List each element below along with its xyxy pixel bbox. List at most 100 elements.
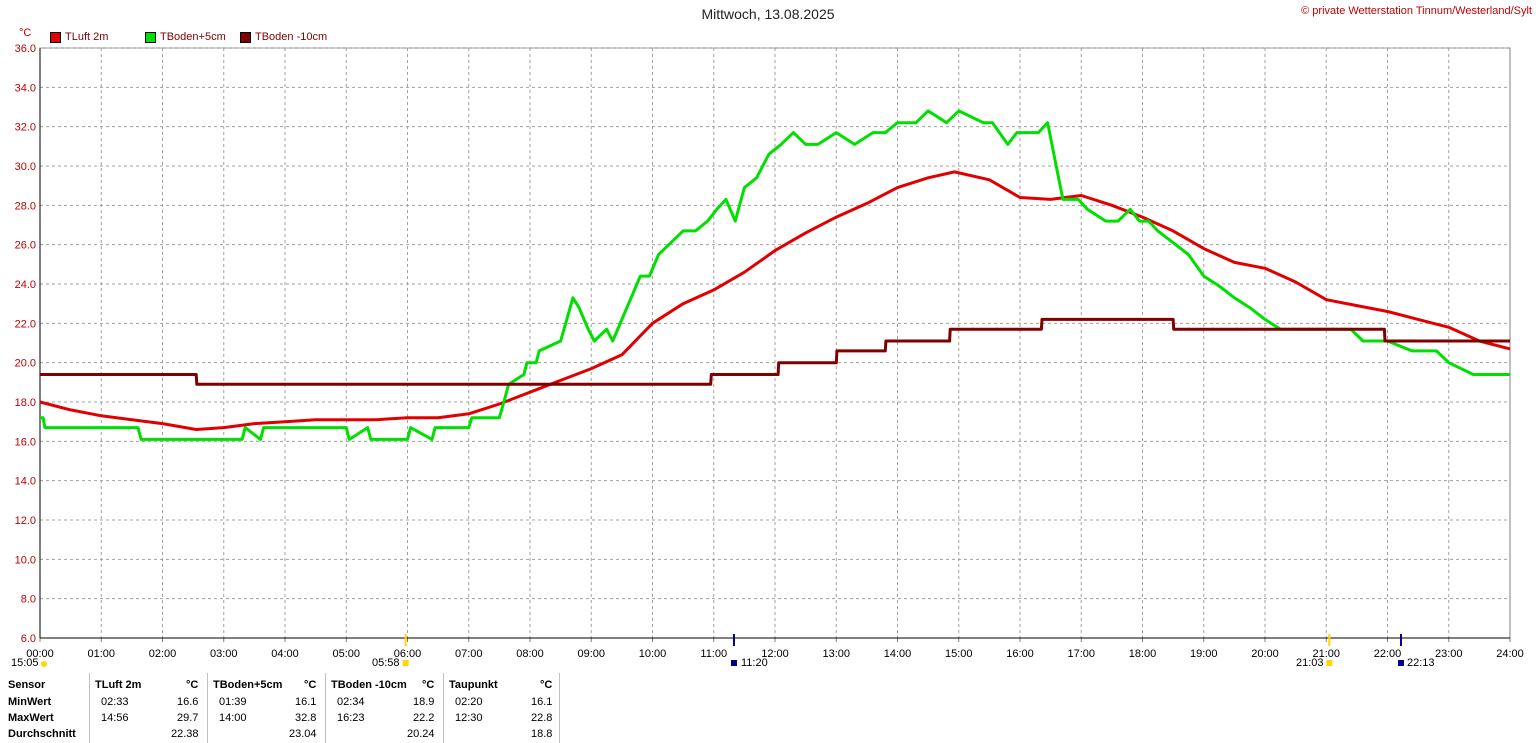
- header-taupunkt-unit: °C: [540, 679, 553, 691]
- x-tick-label: 12:00: [761, 648, 789, 660]
- y-tick-label: 18.0: [15, 397, 36, 409]
- divider: [443, 673, 444, 743]
- moonrise-time-label: 11:20: [741, 657, 768, 669]
- legend-item-tluft: TLuft 2m: [50, 31, 108, 43]
- legend-label: TBoden -10cm: [255, 31, 328, 43]
- y-tick-label: 10.0: [15, 554, 36, 566]
- y-tick-label: 20.0: [15, 358, 36, 370]
- x-tick-label: 21:00: [1312, 648, 1340, 660]
- x-tick-label: 09:00: [577, 648, 605, 660]
- x-tick-label: 18:00: [1129, 648, 1157, 660]
- header-tboden5: TBoden+5cm: [213, 679, 283, 691]
- x-tick-label: 16:00: [1006, 648, 1034, 660]
- y-tick-label: 26.0: [15, 240, 36, 252]
- y-tick-label: 28.0: [15, 200, 36, 212]
- x-tick-label: 05:00: [332, 648, 360, 660]
- statistics-table: Sensor TLuft 2m °C TBoden+5cm °C TBoden …: [0, 673, 560, 743]
- x-tick-label: 01:00: [87, 648, 115, 660]
- max-tluft-value: 29.7: [177, 712, 199, 724]
- moonset-time-label: 22:13: [1407, 657, 1435, 669]
- max-tau-value: 22.8: [531, 712, 553, 724]
- max-tb10-time: 16:23: [337, 712, 365, 724]
- y-tick-label: 16.0: [15, 436, 36, 448]
- legend-item-tboden5: TBoden+5cm: [145, 31, 226, 43]
- y-tick-label: 12.0: [15, 515, 36, 527]
- x-tick-label: 17:00: [1067, 648, 1095, 660]
- avg-tau-value: 18.8: [531, 728, 553, 740]
- max-tb5-time: 14:00: [219, 712, 247, 724]
- min-tb10-value: 18.9: [413, 696, 435, 708]
- legend-label: TLuft 2m: [65, 31, 109, 43]
- y-tick-label: 14.0: [15, 476, 36, 488]
- x-tick-label: 08:00: [516, 648, 544, 660]
- x-tick-label: 23:00: [1435, 648, 1463, 660]
- y-tick-label: 34.0: [15, 82, 36, 94]
- avg-tb10-value: 20.24: [407, 728, 435, 740]
- y-tick-label: 32.0: [15, 122, 36, 134]
- chart-title: Mittwoch, 13.08.2025: [701, 6, 835, 22]
- y-tick-label: 30.0: [15, 161, 36, 173]
- series-line-2: [40, 317, 1510, 386]
- row-label-min: MinWert: [8, 696, 52, 708]
- sunset-time-label: 21:03: [1296, 657, 1324, 669]
- x-tick-label: 22:00: [1374, 648, 1402, 660]
- x-tick-label: 13:00: [822, 648, 850, 660]
- x-tick-label: 07:00: [455, 648, 483, 660]
- header-tluft-unit: °C: [186, 679, 199, 691]
- max-tau-time: 12:30: [455, 712, 483, 724]
- header-taupunkt: Taupunkt: [449, 679, 498, 691]
- y-axis-unit: °C: [19, 27, 32, 39]
- row-label-max: MaxWert: [8, 712, 54, 724]
- x-tick-label: 14:00: [884, 648, 912, 660]
- series-line-0: [39, 170, 1511, 431]
- header-tluft: TLuft 2m: [95, 679, 142, 691]
- legend-label: TBoden+5cm: [160, 31, 226, 43]
- moonrise-marker-icon: [730, 660, 737, 666]
- legend-swatch: [50, 31, 61, 43]
- sunrise-time-label: 05:58: [372, 657, 400, 669]
- header-sensor: Sensor: [8, 679, 46, 691]
- sunrise-marker-icon: [402, 660, 409, 666]
- divider: [559, 673, 560, 743]
- avg-tluft-value: 22.38: [171, 728, 199, 740]
- max-tb10-value: 22.2: [413, 712, 435, 724]
- divider: [89, 673, 90, 743]
- row-label-avg: Durchschnitt: [8, 728, 76, 740]
- header-tboden10-unit: °C: [422, 679, 435, 691]
- max-tluft-time: 14:56: [101, 712, 129, 724]
- max-tb5-value: 32.8: [295, 712, 317, 724]
- copyright-text: © private Wetterstation Tinnum/Westerlan…: [1301, 5, 1532, 17]
- legend-swatch: [240, 31, 251, 43]
- min-tluft-value: 16.6: [177, 696, 199, 708]
- y-tick-label: 36.0: [15, 43, 36, 55]
- min-tb5-value: 16.1: [295, 696, 317, 708]
- x-tick-label: 03:00: [210, 648, 238, 660]
- moonset-marker-icon: [1397, 660, 1404, 666]
- divider: [207, 673, 208, 743]
- y-tick-label: 24.0: [15, 279, 36, 291]
- x-tick-label: 20:00: [1251, 648, 1279, 660]
- min-tau-value: 16.1: [531, 696, 553, 708]
- x-tick-label: 19:00: [1190, 648, 1218, 660]
- series-line-1: [40, 109, 1510, 441]
- min-tb5-time: 01:39: [219, 696, 247, 708]
- header-tboden10: TBoden -10cm: [331, 679, 407, 691]
- min-tau-time: 02:20: [455, 696, 483, 708]
- legend-swatch: [145, 31, 156, 43]
- header-tboden5-unit: °C: [304, 679, 317, 691]
- divider: [325, 673, 326, 743]
- legend-item-tboden10: TBoden -10cm: [240, 31, 327, 43]
- x-tick-label: 24:00: [1496, 648, 1524, 660]
- min-tb10-time: 02:34: [337, 696, 365, 708]
- y-tick-label: 8.0: [21, 594, 36, 606]
- y-tick-label: 22.0: [15, 318, 36, 330]
- x-tick-label: 02:00: [149, 648, 177, 660]
- x-tick-label: 10:00: [639, 648, 667, 660]
- min-tluft-time: 02:33: [101, 696, 129, 708]
- left-time-label: 15:05: [11, 657, 39, 669]
- avg-tb5-value: 23.04: [289, 728, 317, 740]
- x-tick-label: 04:00: [271, 648, 299, 660]
- x-tick-label: 11:00: [700, 648, 727, 660]
- x-tick-label: 06:00: [394, 648, 422, 660]
